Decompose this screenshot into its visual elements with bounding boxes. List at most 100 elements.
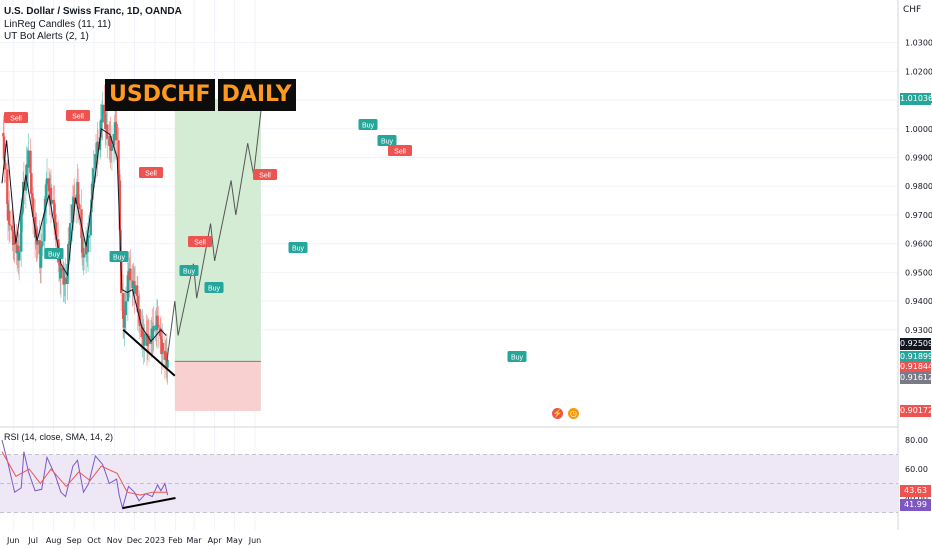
candle-body: [36, 240, 39, 245]
signal-text: Buy: [208, 286, 221, 293]
candle-body: [104, 124, 108, 130]
time-tick: Feb: [168, 536, 182, 545]
candle-body: [104, 113, 107, 130]
indicator-linreg[interactable]: LinReg Candles (11, 11): [4, 19, 111, 30]
candle-body: [133, 285, 137, 294]
candle-body: [24, 180, 28, 191]
candle-body: [20, 212, 24, 216]
signal-sell: Sell: [188, 236, 212, 247]
candle-body: [8, 210, 11, 225]
candle-body: [147, 336, 151, 344]
candle-body: [4, 162, 7, 170]
candle-body: [121, 293, 125, 320]
lightning-icon[interactable]: ⚡: [552, 408, 563, 419]
candle-body: [13, 234, 16, 245]
candle-body: [126, 275, 130, 302]
candle-body: [118, 174, 121, 181]
time-tick: Jul: [27, 536, 38, 545]
candle-body: [70, 204, 74, 224]
signal-badge: [204, 282, 224, 293]
candle-body: [2, 136, 6, 160]
candle-body: [156, 315, 159, 325]
signal-buy: Buy: [358, 119, 378, 130]
candles: [2, 84, 169, 385]
position-zones: [174, 99, 261, 411]
candle-body: [118, 180, 122, 230]
symbol-title: U.S. Dollar / Swiss Franc, 1D, OANDA: [4, 6, 182, 17]
calendar-icon[interactable]: ◷: [568, 408, 579, 419]
candle-body: [21, 204, 24, 213]
candle-body: [129, 268, 132, 281]
signal-sell: Sell: [388, 145, 412, 156]
time-tick: Apr: [208, 536, 223, 545]
candle-body: [115, 124, 118, 141]
candle-body: [124, 301, 128, 315]
candle-body: [78, 204, 81, 210]
candle-body: [80, 238, 84, 253]
candle-body: [161, 342, 165, 351]
loss-zone: [174, 361, 261, 411]
signal-badge: [188, 236, 212, 247]
candle-body: [31, 193, 34, 199]
candle-body: [61, 267, 65, 272]
signal-text: Buy: [511, 355, 524, 362]
price-tick: 1.02000: [905, 67, 932, 76]
candle-body: [8, 224, 12, 226]
candle-body: [29, 150, 32, 174]
candle-body: [101, 104, 104, 123]
candle-body: [106, 124, 109, 139]
signal-buy: Buy: [109, 251, 129, 262]
candle-body: [2, 133, 5, 137]
candle-body: [99, 121, 102, 138]
candle-body: [90, 183, 94, 200]
candle-body: [18, 251, 21, 261]
signal-badge: [109, 251, 129, 262]
banner-timeframe: DAILY: [217, 79, 296, 111]
candle-body: [27, 150, 30, 168]
candle-body: [43, 213, 46, 242]
rsi-pane: [0, 439, 898, 513]
indicator-utbot[interactable]: UT Bot Alerts (2, 1): [4, 31, 89, 42]
signal-badge: [288, 242, 308, 253]
candle-body: [159, 336, 163, 339]
price-tag: 0.91844: [900, 360, 932, 373]
candle-body: [89, 212, 92, 236]
candle-body: [75, 194, 79, 204]
price-tag: 0.90172: [900, 404, 932, 417]
rsi-tick: 60.00: [905, 465, 928, 474]
candle-body: [114, 121, 118, 125]
candle-body: [95, 156, 98, 159]
candle-body: [82, 248, 85, 258]
candle-body: [41, 241, 44, 246]
signal-text: Sell: [72, 114, 84, 121]
rsi-ma-line: [1, 451, 168, 496]
candle-body: [96, 141, 100, 150]
candle-body: [109, 136, 112, 151]
signal-text: Sell: [394, 149, 406, 156]
signal-buy: Buy: [179, 265, 199, 276]
candle-body: [16, 251, 19, 254]
price-tick: 0.93000: [905, 326, 932, 335]
price-tag: 0.92509: [900, 337, 932, 350]
signal-buy: Buy: [507, 351, 527, 362]
candle-body: [151, 331, 155, 340]
signal-text: Buy: [292, 246, 305, 253]
rsi-label[interactable]: RSI (14, close, SMA, 14, 2): [4, 432, 114, 442]
candle-body: [92, 168, 95, 188]
signal-sell: Sell: [139, 167, 163, 178]
candle-body: [86, 237, 90, 253]
candle-body: [6, 169, 9, 205]
candle-body: [29, 173, 33, 194]
candle-body: [40, 245, 43, 247]
candle-body: [53, 204, 56, 215]
candle-body: [55, 222, 58, 240]
price-tag: 1.01036: [900, 93, 932, 106]
time-tick: Dec: [127, 536, 142, 545]
candle-body: [164, 357, 167, 360]
signal-sell: Sell: [4, 112, 28, 123]
time-tick: Jun: [6, 536, 20, 545]
banner-pair: USDCHF: [105, 79, 215, 111]
